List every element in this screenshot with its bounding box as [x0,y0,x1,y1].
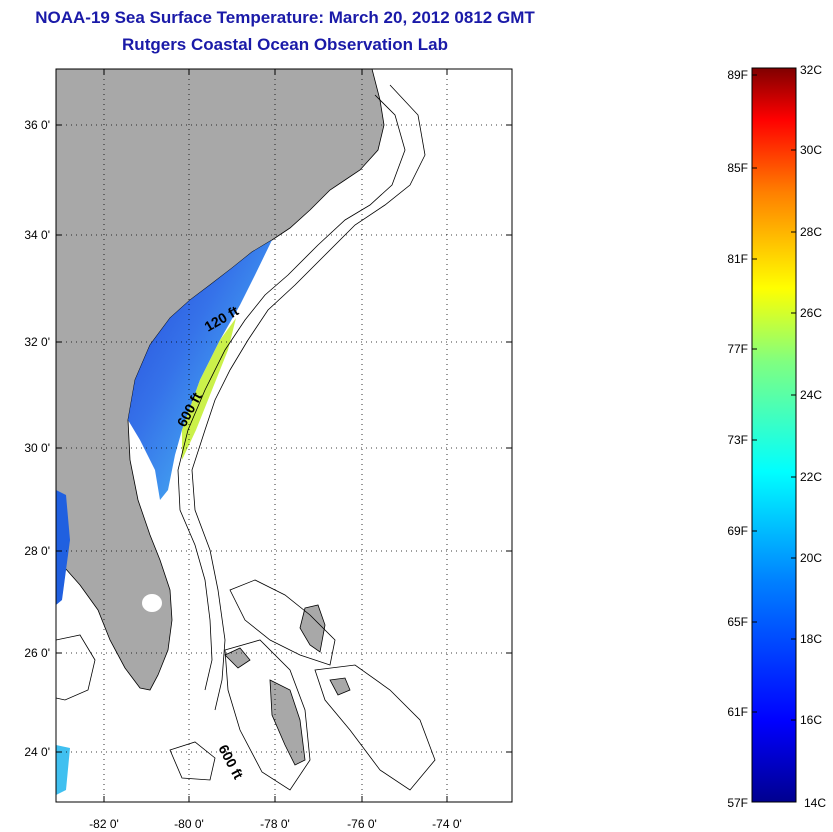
lat-label-24: 24 0' [24,745,50,759]
depth-contours [56,84,436,791]
lat-label-26: 26 0' [24,646,50,660]
contour-label-600ft-south: 600 ft [215,742,246,782]
sst-swath [56,240,272,795]
colorbar-label-81f: 81F [727,252,748,266]
map-area: 120 ft 600 ft 600 ft [56,69,436,795]
colorbar-ticks [752,74,796,721]
lon-label-78: -78 0' [260,817,290,831]
map-ticks [56,69,512,802]
colorbar-label-26c: 26C [800,306,823,320]
colorbar-label-14c: 14C [804,796,827,810]
colorbar-label-77f: 77F [727,342,748,356]
colorbar-label-32c: 32C [800,63,823,77]
colorbar-label-73f: 73F [727,433,748,447]
lon-label-74: -74 0' [432,817,462,831]
colorbar-label-69f: 69F [727,524,748,538]
colorbar-label-89f: 89F [727,68,748,82]
colorbar-label-61f: 61F [727,705,748,719]
lon-label-82: -82 0' [89,817,119,831]
mainland [56,69,385,691]
colorbar-label-20c: 20C [800,551,823,565]
title-line-1: NOAA-19 Sea Surface Temperature: March 2… [35,8,535,27]
lake [142,594,162,612]
lon-label-76: -76 0' [347,817,377,831]
colorbar-label-28c: 28C [800,225,823,239]
lat-label-36: 36 0' [24,118,50,132]
colorbar-label-85f: 85F [727,161,748,175]
colorbar-label-16c: 16C [800,713,823,727]
title-line-2: Rutgers Coastal Ocean Observation Lab [122,35,448,54]
colorbar-label-22c: 22C [800,470,823,484]
colorbar [751,67,797,803]
lat-label-34: 34 0' [24,228,50,242]
bahamas-islands [224,604,351,766]
lat-label-30: 30 0' [24,441,50,455]
map-frame [55,68,513,803]
colorbar-label-24c: 24C [800,388,823,402]
lat-label-28: 28 0' [24,544,50,558]
colorbar-label-57f: 57F [727,796,748,810]
lon-label-80: -80 0' [174,817,204,831]
colorbar-label-30c: 30C [800,143,823,157]
colorbar-label-18c: 18C [800,632,823,646]
lat-label-32: 32 0' [24,335,50,349]
map-grid [56,69,512,802]
colorbar-label-65f: 65F [727,615,748,629]
